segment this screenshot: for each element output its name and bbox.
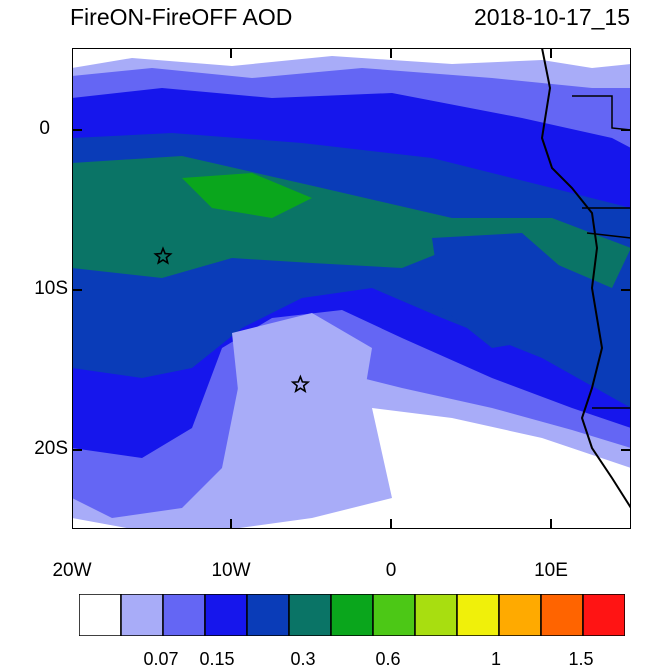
colorbar-swatch: [414, 594, 458, 636]
colorbar-label: 0.3: [290, 649, 316, 669]
xtick-10w: 10W: [211, 560, 251, 581]
colorbar-swatch: [120, 594, 164, 636]
colorbar-label: 0.15: [199, 649, 235, 669]
colorbar-label: 0.6: [375, 649, 401, 669]
xtick-10e: 10E: [534, 560, 568, 581]
colorbar-swatch: [330, 594, 374, 636]
colorbar-swatch: [246, 594, 290, 636]
colorbar-label: 1: [490, 649, 501, 669]
colorbar-swatch: [498, 594, 542, 636]
star-marker: [290, 374, 311, 393]
map-datetime: 2018-10-17_15: [473, 4, 630, 30]
aod-region-green: [182, 173, 312, 218]
colorbar: [79, 594, 625, 636]
colorbar-label: 1.5: [568, 649, 594, 669]
colorbar-swatch: [79, 594, 122, 636]
colorbar-swatch: [162, 594, 206, 636]
coastline: [540, 48, 631, 509]
map-plot: [72, 48, 631, 529]
colorbar-swatch: [204, 594, 248, 636]
colorbar-swatch: [288, 594, 332, 636]
xtick-20w: 20W: [52, 560, 92, 581]
star-marker: [153, 246, 173, 265]
xtick-0: 0: [385, 560, 397, 581]
ytick-0: 0: [39, 118, 50, 139]
ytick-10s: 10S: [34, 278, 68, 299]
aod-region-inner: [432, 233, 562, 348]
ytick-20s: 20S: [34, 438, 68, 459]
colorbar-swatch: [540, 594, 584, 636]
border: [572, 95, 631, 409]
map-title: FireON-FireOFF AOD: [70, 4, 293, 30]
colorbar-label: 0.07: [143, 649, 179, 669]
colorbar-swatch: [456, 594, 500, 636]
colorbar-swatch: [372, 594, 416, 636]
colorbar-swatch: [582, 594, 625, 636]
